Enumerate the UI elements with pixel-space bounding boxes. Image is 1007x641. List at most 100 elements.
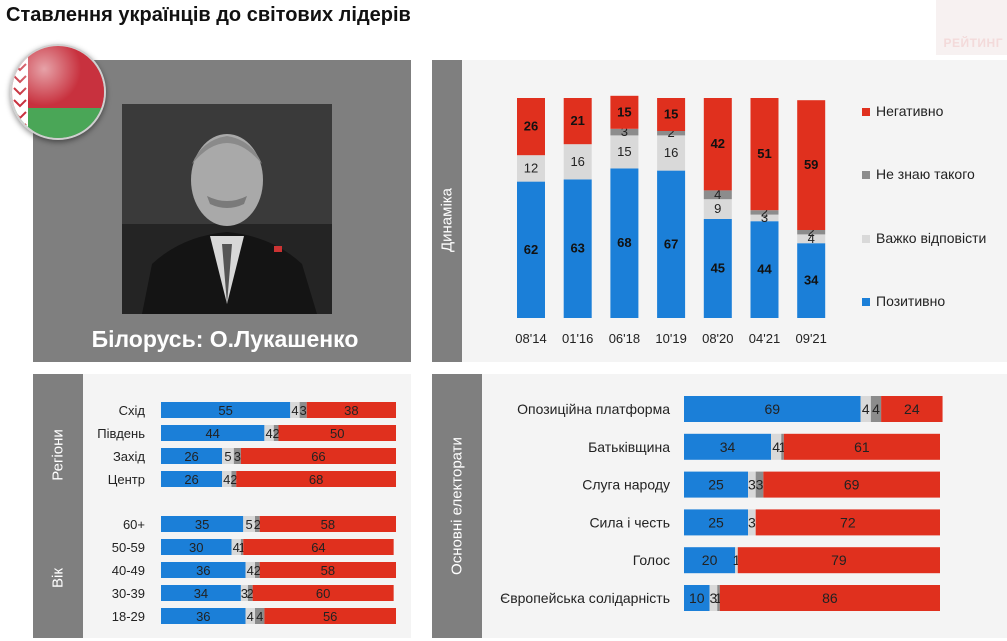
elec-row-2-seg-3 xyxy=(763,471,940,498)
bar-6-s3 xyxy=(797,100,826,230)
g0-row-3-seg-2 xyxy=(231,471,237,487)
bar-6-s0 xyxy=(797,243,826,318)
logo-text: РЕЙТИНГ xyxy=(943,36,1003,50)
elec-row-1-seg-2 xyxy=(781,433,784,460)
bar-label-5-s1: 3 xyxy=(761,210,768,225)
bar-6-s2 xyxy=(797,230,826,235)
g0-row-2-val-0: 26 xyxy=(184,449,198,464)
elec-row-3-val-0: 25 xyxy=(708,514,724,530)
g0-row-3-label: Центр xyxy=(108,472,145,487)
bar-4-s0 xyxy=(703,219,732,318)
elec-row-2-val-3: 69 xyxy=(844,477,860,493)
g0-row-0-val-3: 38 xyxy=(344,403,358,418)
bar-label-0-s0: 62 xyxy=(524,242,538,257)
bar-label-6-s2: 2 xyxy=(808,224,815,239)
bar-1-s3 xyxy=(563,98,592,145)
g1-row-3-seg-3 xyxy=(252,585,394,601)
bar-label-2-s2: 3 xyxy=(621,124,628,139)
g1-row-3-label: 30-39 xyxy=(112,586,145,601)
g1-row-3-seg-2 xyxy=(247,585,253,601)
x-tick-6: 09'21 xyxy=(795,331,826,346)
bar-label-0-s3: 26 xyxy=(524,119,538,134)
x-tick-5: 04'21 xyxy=(749,331,780,346)
bar-label-4-s2: 4 xyxy=(714,187,721,202)
legend-label-2: Важко відповісти xyxy=(876,230,986,246)
g0-row-2-val-2: 3 xyxy=(234,449,241,464)
bar-label-3-s1: 16 xyxy=(664,145,678,160)
g1-row-0-val-0: 35 xyxy=(195,517,209,532)
g0-row-0-val-1: 4 xyxy=(291,403,298,418)
bar-6-s1 xyxy=(797,234,826,244)
g0-row-2-val-3: 66 xyxy=(311,449,325,464)
bar-3-s1 xyxy=(657,135,686,171)
g0-row-1-val-1: 4 xyxy=(265,426,272,441)
g0-row-1-seg-3 xyxy=(278,425,396,441)
g0-row-1-label: Південь xyxy=(97,426,145,441)
elec-row-1-val-1: 4 xyxy=(772,439,780,455)
g0-row-2-seg-2 xyxy=(233,448,241,464)
g0-row-3-seg-1 xyxy=(222,471,232,487)
elec-row-2-seg-2 xyxy=(755,471,764,498)
elec-row-2-val-0: 25 xyxy=(708,477,724,493)
g1-row-0-seg-2 xyxy=(255,516,260,532)
g0-row-3-seg-3 xyxy=(236,471,396,487)
g1-row-1-val-0: 30 xyxy=(189,540,203,555)
elec-row-0-val-0: 69 xyxy=(765,401,781,417)
g1-row-2-val-0: 36 xyxy=(196,563,210,578)
elec-row-5-seg-3 xyxy=(719,585,940,611)
elec-row-0-seg-3 xyxy=(881,396,943,422)
bar-label-1-s0: 63 xyxy=(570,241,584,256)
legend-swatch-2 xyxy=(862,235,870,243)
legend-label-1: Не знаю такого xyxy=(876,166,975,182)
bar-3-s2 xyxy=(657,131,686,136)
g1-row-2-seg-2 xyxy=(255,562,260,578)
g1-row-2-val-1: 4 xyxy=(247,563,254,578)
g1-row-2-label: 40-49 xyxy=(112,563,145,578)
g0-row-2-seg-1 xyxy=(222,448,234,464)
g1-row-3-val-1: 3 xyxy=(241,586,248,601)
bar-0-s3 xyxy=(517,98,545,156)
legend-label-3: Позитивно xyxy=(876,293,945,309)
g0-row-3-val-2: 2 xyxy=(230,472,237,487)
page-title: Ставлення українців до світових лідерів xyxy=(6,4,411,26)
elec-row-5-seg-2 xyxy=(717,585,720,611)
g1-row-3-val-2: 2 xyxy=(247,586,254,601)
bar-label-1-s3: 21 xyxy=(570,113,584,128)
elec-row-4-label: Голос xyxy=(633,552,670,568)
elec-row-1-val-3: 61 xyxy=(854,439,870,455)
elec-row-0-val-1: 4 xyxy=(862,401,870,417)
g1-row-1-seg-3 xyxy=(243,539,394,555)
bar-label-2-s3: 15 xyxy=(617,104,631,119)
g0-row-0-seg-1 xyxy=(290,402,300,418)
g1-row-4-val-0: 36 xyxy=(196,609,210,624)
bar-3-s0 xyxy=(657,170,686,318)
elec-row-5-val-3: 86 xyxy=(822,590,838,606)
g1-row-1-val-3: 64 xyxy=(311,540,325,555)
bar-4-s3 xyxy=(703,98,732,191)
g0-row-3-val-1: 4 xyxy=(223,472,230,487)
elec-row-1-seg-3 xyxy=(783,433,940,460)
elec-row-4-seg-0 xyxy=(684,547,736,574)
g1-row-1-seg-1 xyxy=(231,539,241,555)
g0-row-1-seg-2 xyxy=(273,425,279,441)
bar-label-3-s3: 15 xyxy=(664,107,678,122)
bar-label-4-s0: 45 xyxy=(711,261,725,276)
g1-row-4-val-2: 4 xyxy=(256,609,263,624)
dynamics-label-bar xyxy=(432,60,462,362)
g0-row-1-val-2: 2 xyxy=(273,426,280,441)
elec-row-1-val-0: 34 xyxy=(720,439,736,455)
elec-row-2-label: Слуга народу xyxy=(582,477,670,493)
g1-row-1-val-1: 4 xyxy=(233,540,240,555)
g1-row-4-val-1: 4 xyxy=(247,609,254,624)
elec-row-0-seg-0 xyxy=(684,396,861,422)
elec-row-1-label: Батьківщина xyxy=(588,439,670,455)
bar-label-2-s1: 15 xyxy=(617,144,631,159)
g0-row-1-seg-1 xyxy=(264,425,274,441)
bar-2-s2 xyxy=(610,128,639,136)
elec-row-5-val-1: 3 xyxy=(710,590,718,606)
g0-row-0-seg-3 xyxy=(306,402,396,418)
bar-3-s3 xyxy=(657,98,686,131)
g1-row-2-seg-1 xyxy=(245,562,255,578)
